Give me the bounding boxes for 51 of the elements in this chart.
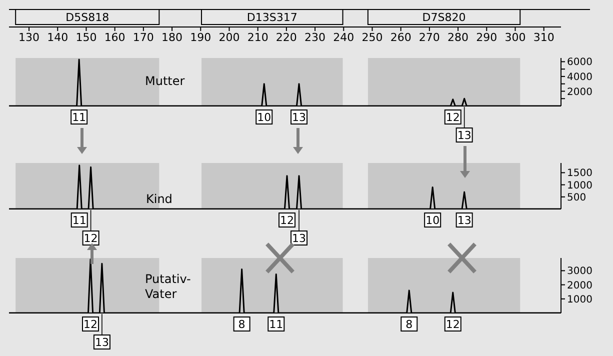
y-tick-label: 2000 <box>567 86 592 98</box>
x-tick-label: 270 <box>418 30 440 44</box>
x-tick-label: 180 <box>162 30 183 44</box>
annotation: 13 <box>457 214 472 227</box>
annotation: 10 <box>257 111 272 124</box>
x-tick-label: 300 <box>504 30 526 44</box>
annotation: 11 <box>72 214 86 227</box>
annotation: 12 <box>84 232 98 245</box>
series-label: Putativ-Vater <box>145 272 191 302</box>
x-tick-label: 150 <box>76 30 97 44</box>
text: D5S818 <box>66 11 110 24</box>
x-tick-label: 140 <box>47 30 68 44</box>
annotation: 12 <box>446 111 460 124</box>
x-tick-label: 210 <box>247 30 268 44</box>
x-tick-label: 160 <box>104 30 126 44</box>
x-tick-label: 240 <box>333 30 354 44</box>
annotation: 12 <box>446 318 460 331</box>
annotation: 11 <box>72 111 86 124</box>
x-tick-label: 250 <box>362 30 383 44</box>
text: D7S820 <box>422 11 466 24</box>
x-tick-label: 200 <box>218 30 240 44</box>
annotation: 13 <box>292 232 306 245</box>
y-tick-label: 1500 <box>567 168 592 180</box>
series-label: Mutter <box>145 74 185 88</box>
series-label: Kind <box>146 192 172 206</box>
annotation: 8 <box>238 318 246 331</box>
annotation: 13 <box>292 111 306 124</box>
x-tick-label: 260 <box>390 30 412 44</box>
y-tick-label: 500 <box>567 192 586 204</box>
x-tick-label: 190 <box>190 30 212 44</box>
annotation: 13 <box>94 336 109 349</box>
x-tick-label: 280 <box>448 30 469 44</box>
y-tick-label: 6000 <box>567 57 592 68</box>
x-tick-label: 130 <box>18 30 40 44</box>
y-tick-label: 4000 <box>567 72 592 84</box>
text: D13S317 <box>246 11 298 24</box>
x-tick-label: 170 <box>132 30 154 44</box>
x-tick-label: 230 <box>304 30 326 44</box>
y-tick-label: 1000 <box>567 180 592 192</box>
annotation: 10 <box>426 214 440 227</box>
annotation: 12 <box>280 214 294 227</box>
x-tick-label: 290 <box>476 30 498 44</box>
x-tick-label: 220 <box>276 30 297 44</box>
annotation: 13 <box>457 129 472 142</box>
x-tick-label: 310 <box>533 30 554 44</box>
y-tick-label: 2000 <box>567 280 592 292</box>
annotation: 8 <box>406 318 413 331</box>
y-tick-label: 3000 <box>567 266 592 278</box>
annotation: 12 <box>84 318 98 331</box>
annotation: 11 <box>269 318 284 331</box>
y-tick-label: 1000 <box>567 294 592 306</box>
